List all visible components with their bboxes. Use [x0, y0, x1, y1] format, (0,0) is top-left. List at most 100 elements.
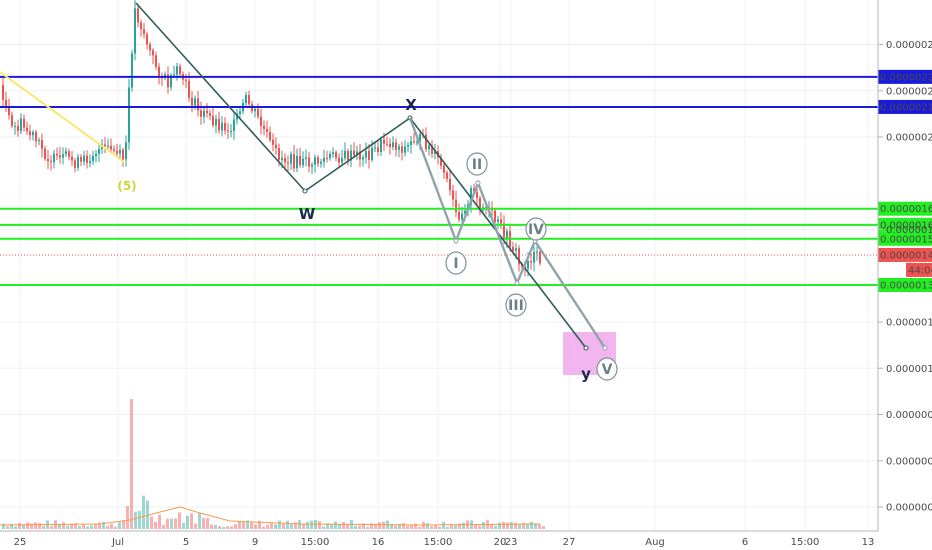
volume-bar — [346, 524, 349, 529]
x-tick-label: 16 — [372, 537, 385, 548]
x-tick-label: 15:00 — [791, 537, 820, 548]
volume-bar — [234, 524, 237, 529]
wave-label-iv: IV — [526, 218, 546, 240]
candle-body — [527, 261, 529, 269]
wave-numeral: I — [453, 256, 458, 272]
volume-bar — [310, 521, 313, 529]
candle-body — [113, 149, 115, 150]
candle-body — [308, 157, 310, 166]
candle-body — [494, 210, 496, 221]
candle-body — [296, 156, 298, 168]
x-tick-label: 6 — [742, 537, 748, 548]
volume-bar — [130, 399, 133, 529]
volume-bar — [330, 524, 333, 529]
candle-body — [197, 98, 199, 110]
candle-body — [116, 151, 118, 154]
volume-bar — [278, 521, 281, 529]
candle-body — [497, 220, 499, 222]
volume-bar — [494, 526, 497, 529]
candle-body — [515, 248, 517, 251]
candle-body — [62, 154, 64, 157]
volume-bar — [66, 526, 69, 529]
candle-body — [14, 126, 16, 127]
candle-body — [317, 157, 319, 163]
candle-body — [398, 146, 400, 149]
candle-body — [71, 157, 73, 161]
yellow-trendline — [0, 72, 124, 162]
volume-bar — [50, 526, 53, 529]
candle-body — [2, 85, 4, 100]
volume-bar — [134, 512, 137, 529]
candle-body — [98, 149, 100, 154]
candle-body — [8, 107, 10, 115]
candle-body — [47, 159, 49, 161]
wave-numeral: II — [472, 157, 482, 173]
candle-body — [410, 141, 412, 145]
volume-bar — [510, 522, 513, 529]
candle-body — [83, 156, 85, 162]
volume-bar — [218, 526, 221, 529]
volume-bar — [174, 518, 177, 529]
candle-body — [395, 142, 397, 149]
volume-bar — [482, 522, 485, 529]
volume-bar — [478, 526, 481, 529]
candle-body — [362, 157, 364, 159]
candle-body — [386, 144, 388, 145]
volume-bar — [358, 526, 361, 529]
volume-bar — [162, 525, 165, 529]
candle-body — [224, 123, 226, 130]
candle-body — [335, 152, 337, 158]
candle-body — [281, 158, 283, 160]
candle-body — [104, 144, 106, 146]
candle-body — [539, 252, 541, 264]
wave-node — [303, 189, 307, 193]
candle-body — [266, 129, 268, 132]
candle-body — [245, 95, 247, 103]
candle-body — [323, 158, 325, 162]
candle-body — [56, 154, 58, 156]
x-tick-label: 13 — [862, 537, 875, 548]
candle-body — [128, 88, 130, 143]
x-tick-label: 5 — [183, 537, 189, 548]
x-tick-label: 23 — [505, 537, 518, 548]
candle-body — [461, 214, 463, 220]
volume-bar — [402, 523, 405, 529]
volume-bar — [538, 524, 541, 529]
volume-bar — [226, 526, 229, 529]
volume-bar — [150, 516, 153, 529]
candle-body — [173, 75, 175, 76]
candle-body — [272, 140, 274, 145]
volume-bar — [290, 524, 293, 529]
volume-bar — [78, 526, 81, 529]
volume-bar — [62, 522, 65, 529]
volume-bar — [202, 518, 205, 529]
wave-numeral: III — [508, 298, 524, 314]
candle-body — [59, 155, 61, 157]
candle-body — [65, 151, 67, 154]
wave-numeral: IV — [528, 222, 544, 238]
candle-body — [416, 142, 418, 143]
candle-body — [74, 160, 76, 167]
volume-bar — [206, 518, 209, 529]
candle-body — [257, 109, 259, 117]
y-tick-label: 0.00000200 — [886, 133, 932, 144]
candle-body — [107, 146, 109, 147]
candle-body — [380, 140, 382, 152]
candle-body — [326, 158, 328, 159]
volume-bar — [394, 526, 397, 529]
volume-bar — [334, 522, 337, 529]
candle-body — [89, 161, 91, 163]
candle-body — [305, 157, 307, 159]
wave-label-ii: II — [467, 153, 487, 175]
candlesticks — [2, 0, 541, 277]
candle-body — [455, 200, 457, 212]
volume-bar — [18, 523, 21, 529]
candle-body — [152, 50, 154, 55]
candle-body — [275, 145, 277, 148]
volume-bar — [366, 527, 369, 529]
volume-bar — [254, 524, 257, 529]
volume-bar — [514, 523, 517, 529]
volume-bar — [230, 526, 233, 529]
